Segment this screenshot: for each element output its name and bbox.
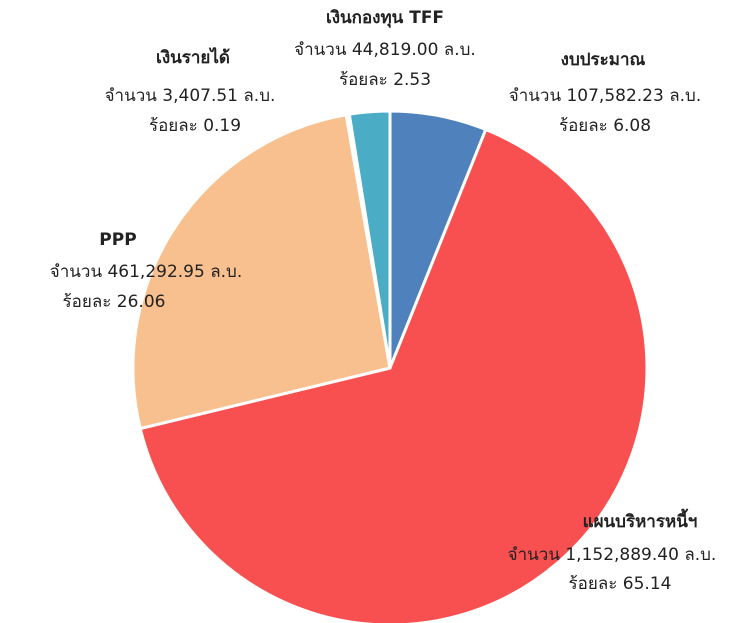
slice-name: เงินรายได้: [156, 47, 230, 68]
slice-name: งบประมาณ: [561, 50, 646, 70]
percentage-label: ร้อยละ 6.08: [559, 116, 651, 136]
value-label: จำนวน 107,582.23 ล.บ.: [509, 86, 701, 106]
percentage-label: ร้อยละ 2.53: [339, 70, 431, 90]
slice-name: เงินกองทุน TFF: [326, 8, 444, 28]
value-label: จำนวน 44,819.00 ล.บ.: [294, 40, 476, 60]
percentage-label: ร้อยละ 65.14: [569, 574, 672, 594]
value-label: จำนวน 1,152,889.40 ล.บ.: [508, 545, 717, 565]
pie-slice: [131, 113, 392, 431]
value-label: จำนวน 3,407.51 ล.บ.: [105, 86, 276, 106]
pie-slice: [138, 128, 649, 623]
pie-slice: [347, 109, 392, 370]
percentage-label: ร้อยละ 26.06: [63, 292, 166, 312]
slice-name: PPP: [99, 230, 136, 250]
percentage-label: ร้อยละ 0.19: [149, 116, 241, 136]
value-label: จำนวน 461,292.95 ล.บ.: [50, 262, 242, 282]
slice-name: แผนบริหารหนี้ฯ: [583, 508, 698, 532]
